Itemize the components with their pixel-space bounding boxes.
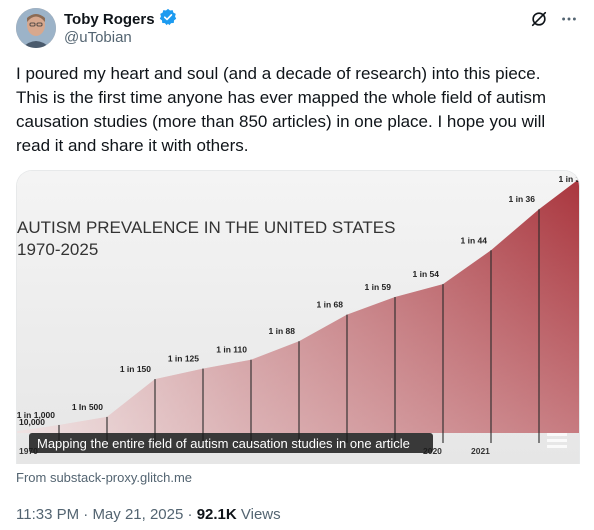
data-label: 1 in 125: [168, 354, 199, 364]
grok-icon[interactable]: [530, 10, 548, 33]
more-icon[interactable]: [560, 10, 578, 33]
x-tick-label: 2021: [471, 446, 490, 456]
prevalence-area-shade: [17, 179, 579, 433]
chart-subtitle: 1970-2025: [17, 240, 98, 259]
meta-separator: ·: [183, 506, 197, 523]
verified-badge-icon: [159, 8, 177, 31]
data-label: 1 in 1,000: [17, 410, 55, 420]
card-source[interactable]: From substack-proxy.glitch.me: [16, 470, 193, 485]
data-label: 10,000: [19, 417, 45, 427]
meta-separator: ·: [79, 506, 93, 523]
media-stack-icon[interactable]: [547, 433, 567, 448]
tweet-date[interactable]: May 21, 2025: [92, 506, 184, 523]
view-count: 92.1K: [196, 506, 237, 523]
avatar[interactable]: [16, 8, 56, 48]
author-name[interactable]: Toby Rogers: [64, 10, 155, 28]
views-label: Views: [236, 506, 281, 523]
tweet-meta: 11:33 PM · May 21, 2025 · 92.1K Views: [16, 505, 281, 525]
chart-title: AUTISM PREVALENCE IN THE UNITED STATES: [17, 218, 395, 237]
tweet-time[interactable]: 11:33 PM: [16, 506, 80, 523]
data-label: 1 In 500: [72, 402, 103, 412]
link-card[interactable]: AUTISM PREVALENCE IN THE UNITED STATES 1…: [16, 170, 580, 464]
data-label: 1 in 59: [365, 282, 392, 292]
data-label: 1 in 54: [413, 269, 440, 279]
prevalence-chart: AUTISM PREVALENCE IN THE UNITED STATES 1…: [17, 171, 580, 464]
data-label: 1 in 31: [559, 174, 580, 184]
data-label: 1 in 44: [461, 235, 488, 245]
caption-background: [29, 433, 433, 453]
data-label: 1 in 68: [317, 300, 344, 310]
tweet-text: I poured my heart and soul (and a decade…: [16, 64, 547, 155]
data-label: 1 in 150: [120, 364, 151, 374]
avatar-image: [16, 8, 56, 48]
data-label: 1 in 36: [509, 194, 536, 204]
data-label: 1 in 110: [216, 345, 247, 355]
author-handle[interactable]: @uTobian: [64, 29, 132, 46]
data-label: 1 in 88: [269, 326, 296, 336]
card-caption: Mapping the entire field of autism causa…: [37, 436, 410, 451]
x-tick-label: 1970: [19, 446, 38, 456]
